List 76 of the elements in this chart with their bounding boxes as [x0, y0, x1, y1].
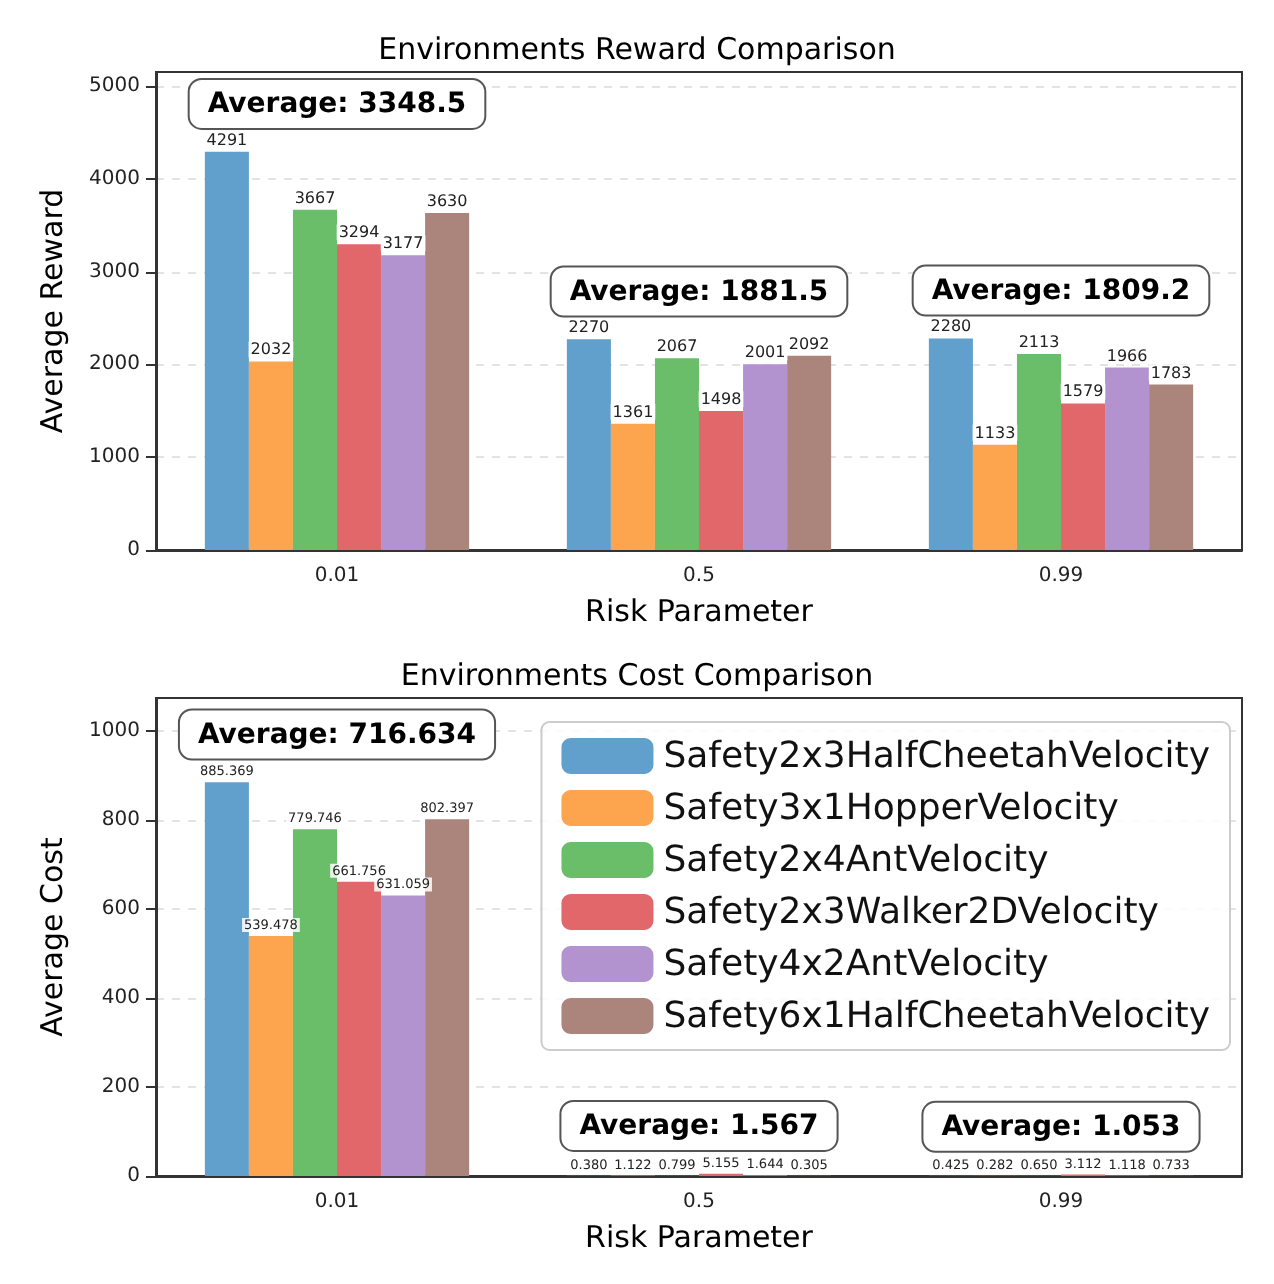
y-tick-label: 2000 [89, 353, 140, 376]
data-label: 3294 [338, 223, 380, 242]
data-label: 1498 [700, 389, 742, 408]
bar [566, 339, 611, 550]
data-label: 1966 [1106, 346, 1148, 365]
y-tick-label: 600 [101, 898, 140, 921]
data-label: 1579 [1062, 382, 1104, 401]
x-tick-label: 0.5 [683, 565, 715, 587]
bar [1016, 353, 1061, 550]
bar [248, 361, 293, 550]
bar [610, 423, 655, 550]
x-tick-label: 0.99 [1038, 565, 1084, 587]
x-tick-label: 0.01 [314, 565, 360, 587]
bar [204, 782, 249, 1176]
y-tick-label: 200 [101, 1076, 140, 1099]
annotation: Average: 3348.5 [207, 87, 467, 120]
annotation: Average: 1.053 [941, 1110, 1181, 1143]
chart-title: Environments Cost Comparison [400, 657, 874, 693]
data-label: 2280 [930, 317, 972, 336]
x-tick-label: 0.99 [1038, 1191, 1084, 1213]
y-axis-title: Average Cost [34, 837, 71, 1037]
legend-label: Safety3x1HopperVelocity [663, 787, 1120, 829]
annotation: Average: 716.634 [197, 718, 477, 751]
x-tick-label: 0.01 [314, 1191, 360, 1213]
y-axis-title: Average Reward [34, 188, 71, 434]
bar [787, 355, 832, 550]
data-label: 1361 [612, 402, 654, 421]
data-label: 2067 [656, 337, 698, 356]
legend-label: Safety2x3HalfCheetahVelocity [663, 735, 1211, 777]
bar [337, 244, 382, 550]
y-tick-label: 800 [101, 809, 140, 832]
annotation: Average: 1881.5 [569, 275, 829, 308]
bar [743, 364, 788, 550]
legend-label: Safety4x2AntVelocity [663, 943, 1050, 985]
y-tick-label: 1000 [89, 720, 140, 743]
bar [699, 410, 744, 550]
y-tick-label: 4000 [89, 167, 140, 190]
bar [425, 213, 470, 550]
y-tick-label: 1000 [89, 446, 140, 469]
bar [1105, 367, 1150, 550]
bar [425, 819, 470, 1176]
legend-label: Safety6x1HalfCheetahVelocity [663, 995, 1211, 1037]
data-label: 4291 [206, 130, 248, 149]
chart-title: Environments Reward Comparison [378, 31, 896, 67]
bar [1061, 403, 1106, 550]
x-tick-label: 0.5 [683, 1191, 715, 1213]
data-label: 2032 [250, 340, 292, 359]
data-label: 2001 [744, 343, 786, 362]
bar [972, 444, 1017, 550]
annotation: Average: 1.567 [579, 1109, 819, 1142]
bar [381, 255, 426, 550]
y-tick-label: 0 [127, 539, 140, 561]
x-axis-title: Risk Parameter [585, 1218, 815, 1255]
annotation: Average: 1809.2 [931, 274, 1191, 307]
legend-label: Safety2x3Walker2DVelocity [663, 891, 1160, 933]
data-label: 1133 [974, 423, 1016, 442]
y-tick-label: 3000 [89, 260, 140, 283]
data-label: 2113 [1018, 332, 1060, 351]
data-label: 3177 [382, 234, 424, 253]
y-tick-label: 400 [101, 987, 140, 1010]
bar [248, 936, 293, 1176]
bar [292, 209, 337, 550]
bar [928, 338, 973, 550]
legend-label: Safety2x4AntVelocity [663, 839, 1050, 881]
bar [1149, 384, 1194, 550]
y-tick-label: 5000 [89, 74, 140, 97]
y-tick-label: 0 [127, 1165, 140, 1187]
data-label: 2270 [568, 318, 610, 337]
bar [654, 358, 699, 550]
bar [204, 151, 249, 550]
data-label: 2092 [788, 334, 830, 353]
bar [381, 895, 426, 1176]
x-axis-title: Risk Parameter [585, 592, 815, 629]
data-label: 1783 [1150, 363, 1192, 382]
data-label: 3667 [294, 188, 336, 207]
data-label: 3630 [426, 192, 468, 211]
